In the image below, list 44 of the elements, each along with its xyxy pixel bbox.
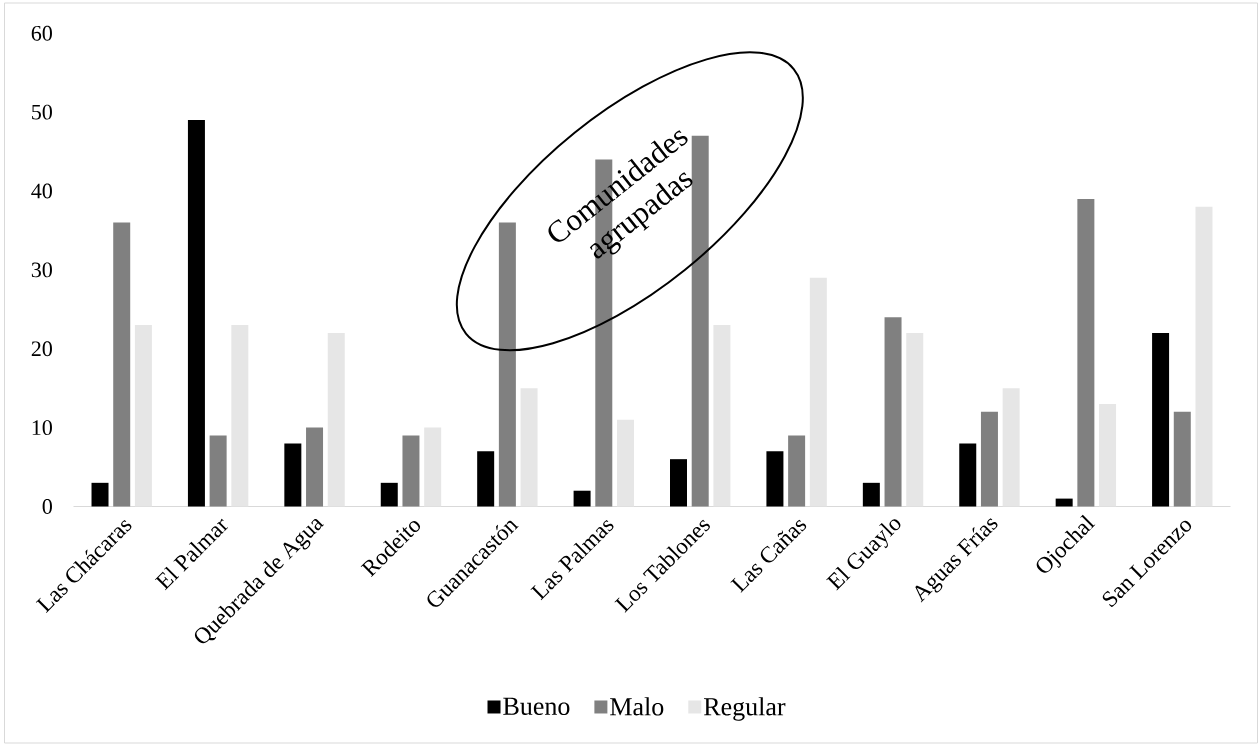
bar: [959, 443, 977, 507]
legend-label: Bueno: [503, 697, 570, 715]
bar: [980, 411, 998, 507]
bar: [906, 332, 924, 507]
y-tick-label: 60: [31, 25, 52, 41]
y-tick-label: 40: [31, 183, 52, 199]
bar: [1195, 206, 1213, 507]
y-tick-label: 30: [31, 262, 52, 278]
bar: [498, 222, 516, 507]
y-tick-label: 10: [32, 420, 52, 436]
bar: [327, 332, 345, 507]
bar: [1002, 388, 1020, 507]
legend-label: Malo: [610, 697, 664, 716]
bar: [691, 135, 709, 507]
bar: [1077, 198, 1095, 507]
bar: [809, 277, 827, 507]
y-tick-label: 0: [42, 499, 52, 514]
bar: [1173, 411, 1191, 507]
bar: [573, 490, 591, 507]
bar: [113, 222, 131, 507]
bar: [402, 435, 420, 507]
bar: [231, 325, 249, 507]
bar: [209, 435, 227, 507]
bar: [284, 443, 302, 507]
bar: [616, 419, 634, 507]
bar: [520, 388, 538, 507]
bar: [306, 427, 324, 507]
bar: [380, 482, 398, 507]
bar: [670, 459, 688, 507]
bar: [862, 482, 880, 507]
y-tick-label: 50: [32, 104, 52, 120]
bar: [477, 451, 495, 507]
bar: [91, 482, 109, 507]
legend-label: Regular: [704, 697, 786, 721]
bar: [1152, 332, 1170, 507]
bar: [766, 451, 784, 507]
bar: [788, 435, 806, 507]
bar: [134, 325, 152, 507]
bar: [884, 317, 902, 507]
bar: [713, 325, 731, 507]
y-tick-label: 20: [31, 341, 52, 357]
bar: [187, 120, 205, 507]
bar: [424, 427, 442, 507]
bar: [1099, 403, 1117, 507]
